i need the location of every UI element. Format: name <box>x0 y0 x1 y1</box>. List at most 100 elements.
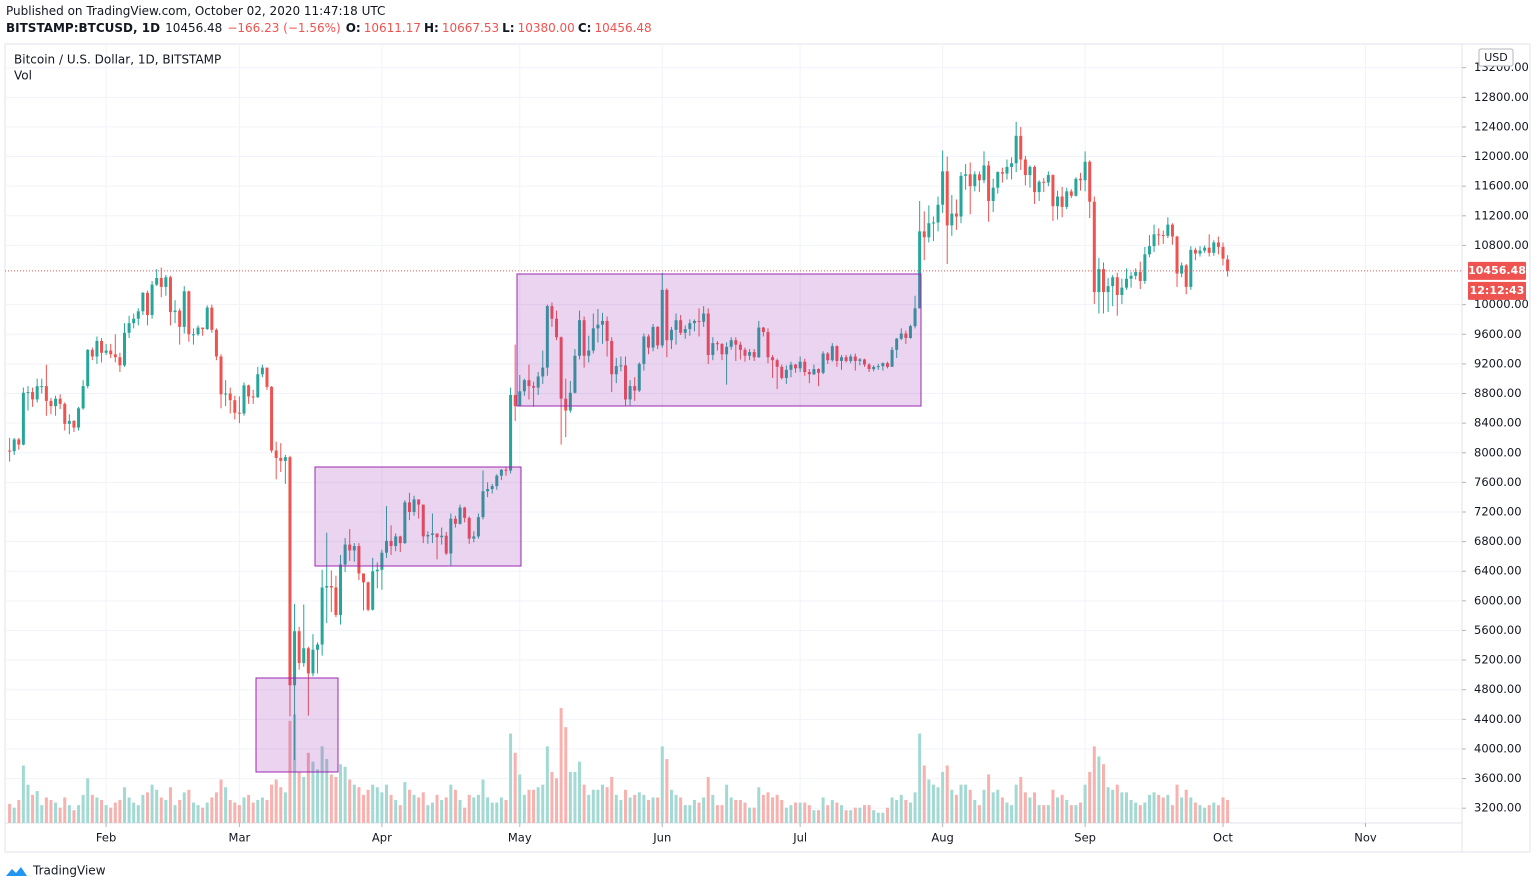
volume-bar <box>715 805 719 823</box>
candle-body <box>568 392 572 411</box>
y-tick-label: 12000.00 <box>1474 149 1529 163</box>
volume-bar <box>113 802 117 823</box>
volume-bar <box>421 792 425 823</box>
candle-body <box>21 392 25 445</box>
volume-bar <box>77 805 81 823</box>
volume-bar <box>803 802 807 823</box>
volume-bar <box>789 805 793 823</box>
candle-body <box>890 349 894 367</box>
volume-bar <box>214 792 218 823</box>
volume-bar <box>564 727 568 823</box>
volume-bar <box>311 761 315 823</box>
volume-bar <box>270 784 274 823</box>
volume-bar <box>959 784 963 823</box>
candle-body <box>1180 265 1184 274</box>
countdown: 12:12:43 <box>1470 284 1525 297</box>
volume-bar <box>913 792 917 823</box>
range-box <box>255 677 339 773</box>
volume-bar <box>821 797 825 823</box>
volume-bar <box>463 807 467 823</box>
candle-body <box>12 439 16 452</box>
candle-body <box>591 328 595 351</box>
candle-body <box>1065 191 1069 207</box>
candle-body <box>31 392 35 400</box>
candle-body <box>527 380 531 387</box>
candle-body <box>761 327 765 333</box>
volume-bar <box>1180 797 1184 823</box>
y-tick-label: 4400.00 <box>1474 712 1522 726</box>
candle-body <box>17 439 21 445</box>
volume-bar <box>954 794 958 823</box>
candle-body <box>302 648 306 664</box>
volume-bar <box>274 779 278 823</box>
candle-body <box>444 535 448 554</box>
volume-bar <box>628 797 632 823</box>
candle-body <box>950 213 954 226</box>
volume-bar <box>205 802 209 823</box>
candle-body <box>1170 224 1174 237</box>
candle-body <box>766 332 770 358</box>
candle-body <box>362 573 366 583</box>
candle-body <box>490 486 494 490</box>
brand-logo <box>6 867 27 876</box>
candle-body <box>683 329 687 333</box>
volume-bar <box>35 791 39 823</box>
volume-bar <box>771 797 775 823</box>
volume-bar <box>780 800 784 823</box>
volume-bar <box>766 792 770 823</box>
candle-body <box>159 277 163 287</box>
candle-body <box>734 340 738 345</box>
volume-bar <box>384 784 388 823</box>
volume-bar <box>1147 794 1151 823</box>
volume-bar <box>224 787 228 823</box>
candle-body <box>1028 166 1032 176</box>
y-tick-label: 12800.00 <box>1474 90 1529 104</box>
candle-body <box>145 292 149 316</box>
ohlc-label: H: <box>424 21 439 35</box>
volume-bar <box>366 789 370 823</box>
candle-body <box>522 380 526 392</box>
volume-bar <box>973 800 977 823</box>
candle-body <box>844 357 848 361</box>
candle-body <box>945 171 949 226</box>
volume-bar <box>679 797 683 823</box>
volume-bar <box>1129 800 1133 823</box>
candle-body <box>430 533 434 535</box>
candle-body <box>1074 178 1078 196</box>
candle-body <box>1221 246 1225 259</box>
volume-bar <box>297 771 301 823</box>
volume-bar <box>1138 805 1142 823</box>
candle-body <box>453 518 457 524</box>
candle-body <box>610 340 614 375</box>
volume-bar <box>325 759 329 823</box>
candle-body <box>798 361 802 369</box>
candle-body <box>150 284 154 316</box>
candle-body <box>421 504 425 537</box>
y-tick-label: 6800.00 <box>1474 534 1522 548</box>
volume-bar <box>1212 802 1216 823</box>
volume-bar <box>702 797 706 823</box>
candle-body <box>518 391 522 407</box>
candle-body <box>210 307 214 330</box>
candle-body <box>812 369 816 375</box>
candle-body <box>398 536 402 544</box>
candle-body <box>688 323 692 330</box>
volume-bar <box>1207 805 1211 823</box>
candle-body <box>564 398 568 411</box>
volume-bar <box>688 805 692 823</box>
candle-body <box>1056 196 1060 207</box>
volume-bar <box>1088 771 1092 823</box>
volume-bar <box>812 810 816 823</box>
volume-bar <box>389 794 393 823</box>
legend-title: Bitcoin / U.S. Dollar, 1D, BITSTAMP <box>14 53 221 67</box>
volume-bar <box>536 787 540 823</box>
candle-body <box>1088 161 1092 202</box>
countdown-box <box>1468 281 1526 300</box>
grid <box>5 44 1462 823</box>
candle-body <box>141 292 145 312</box>
volume-bar <box>1193 802 1197 823</box>
candle-body <box>86 349 90 387</box>
candle-body <box>1120 287 1124 296</box>
candle-body <box>77 408 81 428</box>
volume-bar <box>573 771 577 823</box>
